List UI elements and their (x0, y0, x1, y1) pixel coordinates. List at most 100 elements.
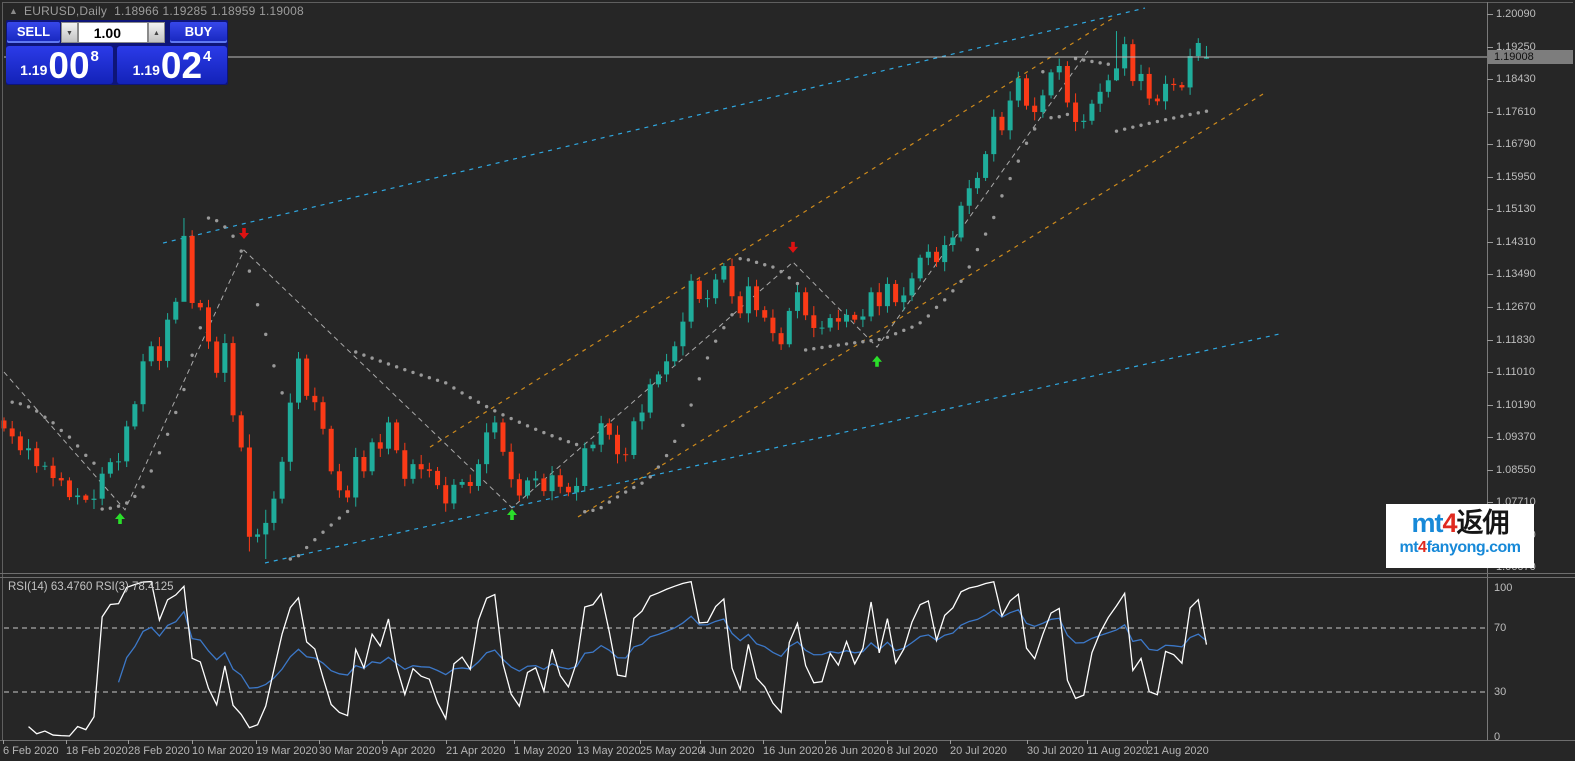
candle-body (884, 283, 890, 307)
psar-dot (67, 435, 72, 439)
candle-body (475, 464, 481, 486)
psar-dot (1032, 127, 1037, 131)
watermark-url-mt: mt (1399, 539, 1419, 556)
candle-body (91, 498, 97, 500)
buy-button[interactable]: BUY (170, 22, 227, 43)
candle-body (156, 346, 162, 361)
candle-body (688, 280, 694, 322)
ask-big-digits: 02 (160, 45, 203, 86)
candle-body (574, 485, 580, 493)
price-axis-tick (1487, 437, 1493, 439)
psar-dot (648, 475, 652, 479)
ask-price-button[interactable]: 1.19 02 4 (117, 46, 227, 84)
psar-dot (681, 423, 685, 428)
candle-body (672, 346, 678, 362)
psar-dot (288, 557, 292, 561)
price-axis-tick (1487, 274, 1493, 276)
psar-dot (1172, 116, 1176, 120)
candle-body (1056, 66, 1062, 73)
candle-body (271, 498, 277, 523)
volume-input[interactable]: 1.00 (78, 22, 148, 43)
candle-body (484, 432, 490, 465)
candle-body (680, 321, 686, 347)
candle-body (893, 283, 899, 303)
window-border-top (2, 2, 1573, 3)
time-axis-label: 1 May 2020 (514, 745, 572, 757)
time-axis-tick (446, 740, 447, 744)
candle-body (132, 404, 138, 427)
psar-dot (100, 507, 104, 511)
psar-dot (844, 342, 849, 346)
psar-dot (787, 276, 791, 280)
candle-body (565, 486, 571, 493)
candle-body (1146, 73, 1152, 99)
candle-body (9, 428, 15, 437)
time-axis-label: 30 Jul 2020 (1027, 745, 1084, 757)
psar-dot (362, 353, 366, 357)
candle-body (238, 415, 244, 448)
price-axis-tick (1487, 46, 1493, 48)
time-axis-label: 20 Jul 2020 (950, 745, 1007, 757)
time-axis-tick (256, 740, 257, 744)
volume-decrease-button[interactable]: ▼ (61, 22, 78, 43)
buy-signal-arrow-icon (507, 509, 517, 521)
price-axis-label: 1.16790 (1496, 138, 1536, 151)
watermark-url-rest: fanyong.com (1426, 539, 1521, 556)
candle-body (246, 447, 252, 537)
psar-dot (1188, 112, 1192, 117)
time-axis-tick (825, 740, 826, 744)
candle-body (754, 286, 760, 311)
psar-dot (607, 500, 612, 504)
psar-dot (1057, 115, 1061, 119)
psar-dot (1049, 116, 1053, 120)
price-chart-canvas[interactable] (0, 0, 1575, 740)
orange-channel-line (429, 17, 1114, 448)
candle-body (655, 374, 661, 385)
candle-body (99, 473, 105, 499)
candle-body (631, 421, 637, 456)
window-border-left (2, 2, 3, 740)
sell-button[interactable]: SELL (7, 22, 60, 43)
candle-body (1015, 78, 1021, 101)
candle-body (255, 534, 261, 537)
psar-dot (738, 256, 742, 261)
time-axis-tick (514, 740, 515, 744)
volume-increase-button[interactable]: ▲ (148, 22, 165, 43)
time-axis-label: 4 Jun 2020 (700, 745, 755, 757)
psar-dot (754, 260, 759, 265)
candle-body (1032, 105, 1038, 113)
collapse-triangle-icon[interactable]: ▲ (9, 6, 18, 16)
candle-body (835, 318, 841, 322)
price-axis-tick (1487, 111, 1493, 113)
candle-body (26, 448, 32, 451)
price-axis-tick (1487, 14, 1493, 15)
psar-dot (337, 516, 342, 520)
rsi-separator-bottom[interactable] (0, 577, 1575, 578)
psar-dot (615, 495, 620, 499)
candle-body (786, 310, 792, 345)
candle-body (991, 116, 997, 155)
price-axis-tick (1487, 241, 1493, 243)
candle-body (467, 482, 473, 486)
psar-dot (934, 305, 939, 310)
psar-dot (149, 469, 153, 473)
blue-channel-line (162, 7, 1146, 244)
psar-dot (836, 343, 841, 347)
psar-dot (1196, 111, 1200, 115)
psar-dot (1016, 159, 1021, 163)
time-axis-separator (0, 740, 1575, 741)
candle-body (1171, 83, 1177, 86)
time-axis-tick (319, 740, 320, 744)
psar-dot (1139, 123, 1143, 127)
bid-price-button[interactable]: 1.19 00 8 (6, 46, 113, 84)
time-axis-tick (3, 740, 4, 744)
candle-body (206, 307, 211, 342)
psar-dot (975, 247, 980, 252)
psar-dot (1114, 129, 1119, 133)
rsi-separator-top[interactable] (0, 573, 1575, 574)
psar-dot (550, 434, 554, 438)
price-axis-tick (1487, 144, 1493, 146)
candle-body (402, 450, 408, 479)
watermark-cn: 返佣 (1456, 508, 1510, 538)
psar-dot (877, 337, 881, 342)
